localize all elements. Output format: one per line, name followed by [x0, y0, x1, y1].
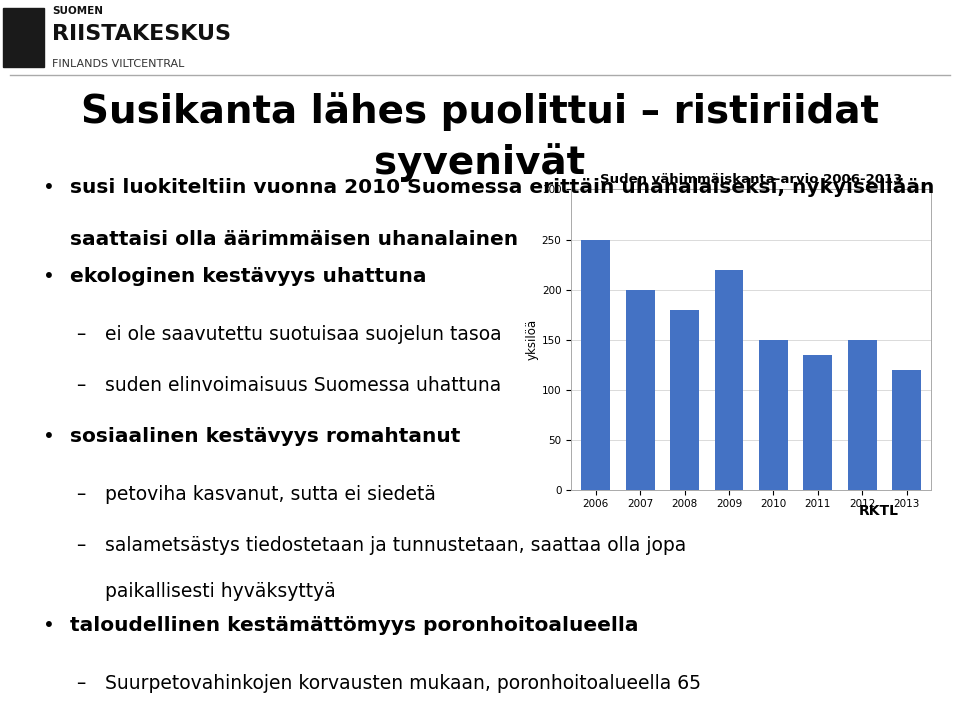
Bar: [848, 340, 876, 490]
Bar: [804, 355, 832, 490]
Bar: [670, 310, 699, 490]
Text: suden elinvoimaisuus Suomessa uhattuna: suden elinvoimaisuus Suomessa uhattuna: [105, 376, 501, 395]
Text: SUOMEN: SUOMEN: [52, 6, 103, 16]
Text: ei ole saavutettu suotuisaa suojelun tasoa: ei ole saavutettu suotuisaa suojelun tas…: [105, 325, 502, 344]
Text: •: •: [42, 178, 55, 197]
Text: RKTL: RKTL: [858, 504, 899, 518]
Bar: [3, 8, 44, 66]
Text: –: –: [76, 485, 85, 503]
Text: –: –: [76, 325, 85, 344]
Text: •: •: [42, 267, 55, 286]
Bar: [759, 340, 788, 490]
Text: RIISTAKESKUS: RIISTAKESKUS: [52, 24, 231, 44]
Bar: [714, 270, 743, 490]
Text: syvenivät: syvenivät: [374, 143, 586, 182]
Y-axis label: yksilöä: yksilöä: [526, 319, 539, 360]
Bar: [581, 240, 611, 490]
Bar: [892, 370, 922, 490]
Text: saattaisi olla äärimmäisen uhanalainen: saattaisi olla äärimmäisen uhanalainen: [70, 230, 518, 249]
Text: paikallisesti hyväksyttyä: paikallisesti hyväksyttyä: [105, 581, 336, 601]
Text: susi luokiteltiin vuonna 2010 Suomessa erittäin uhanalaiseksi, nykyisellään: susi luokiteltiin vuonna 2010 Suomessa e…: [70, 178, 935, 197]
Text: •: •: [42, 427, 55, 446]
Title: Suden vähimmäiskanta-arvio 2006-2013: Suden vähimmäiskanta-arvio 2006-2013: [600, 172, 902, 185]
Text: Susikanta lähes puolittui – ristiriidat: Susikanta lähes puolittui – ristiriidat: [81, 92, 879, 131]
Text: •: •: [42, 616, 55, 635]
Text: salametsästys tiedostetaan ja tunnustetaan, saattaa olla jopa: salametsästys tiedostetaan ja tunnusteta…: [105, 536, 686, 555]
Text: petoviha kasvanut, sutta ei siedetä: petoviha kasvanut, sutta ei siedetä: [105, 485, 436, 503]
Text: sosiaalinen kestävyys romahtanut: sosiaalinen kestävyys romahtanut: [70, 427, 461, 446]
Text: Suurpetovahinkojen korvausten mukaan, poronhoitoalueella 65: Suurpetovahinkojen korvausten mukaan, po…: [105, 674, 701, 693]
Text: –: –: [76, 674, 85, 693]
Text: FINLANDS VILTCENTRAL: FINLANDS VILTCENTRAL: [52, 59, 184, 69]
Bar: [626, 290, 655, 490]
Text: taloudellinen kestämättömyys poronhoitoalueella: taloudellinen kestämättömyys poronhoitoa…: [70, 616, 638, 635]
Text: –: –: [76, 536, 85, 555]
Text: –: –: [76, 376, 85, 395]
Text: ekologinen kestävyys uhattuna: ekologinen kestävyys uhattuna: [70, 267, 426, 286]
